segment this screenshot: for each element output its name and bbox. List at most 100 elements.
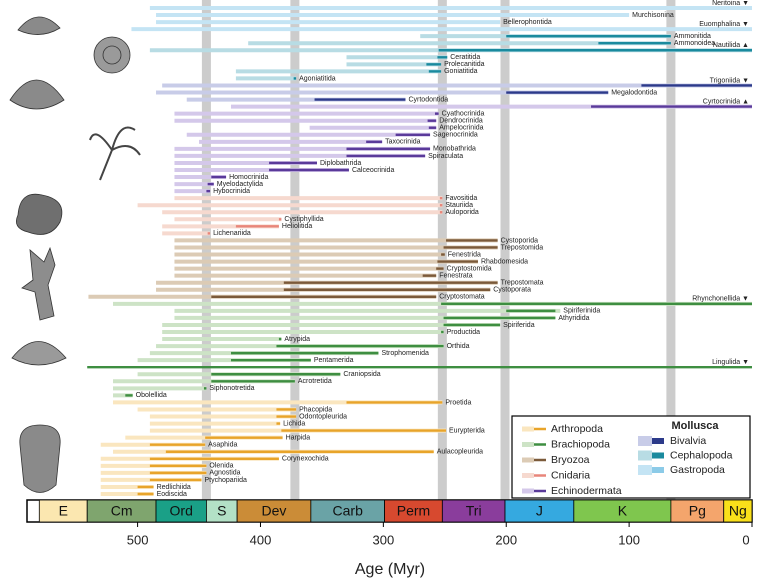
legend-label: Echinodermata: [551, 485, 622, 497]
taxon-label: Goniatitida: [444, 68, 478, 75]
legend-label: Brachiopoda: [551, 438, 610, 450]
period-label: S: [217, 503, 226, 519]
x-tick-label: 300: [373, 532, 395, 547]
taxon-label: Ceratitida: [450, 54, 480, 61]
taxon-label: Redlichiida: [157, 484, 191, 491]
taxon-label: Cryptostomata: [439, 294, 485, 301]
extinction-band: [201, 0, 211, 500]
taxon-label: Cyrtocrinida ▲: [703, 98, 749, 105]
taxon-label: Agnostida: [209, 470, 240, 477]
taxon-label: Sagenocrinida: [433, 132, 478, 139]
legend-label: Cephalopoda: [670, 449, 733, 461]
taxon-label: Agoniatitida: [299, 75, 336, 82]
icon-trilobite: [19, 424, 61, 493]
taxon-label: Ammonoidea: [674, 40, 715, 47]
taxon-label: Auloporida: [445, 209, 479, 216]
period-label: Perm: [397, 503, 430, 519]
taxon-label: Odontopleurida: [299, 413, 347, 420]
extinction-band: [500, 0, 510, 500]
taxon-label: Siphonotretida: [209, 385, 254, 392]
taxon-label: Spiriferinida: [563, 308, 600, 315]
icon-crinoid: [89, 126, 141, 181]
taxon-label: Rhabdomesida: [481, 258, 528, 265]
taxon-label: Pentamerida: [314, 357, 354, 364]
x-tick-label: 100: [618, 532, 640, 547]
taxon-label: Megalodontida: [611, 89, 657, 96]
taxon-label: Homocrinida: [229, 174, 268, 181]
period-box: [723, 499, 753, 523]
taxon-label: Fenestrata: [439, 272, 473, 279]
taxon-label: Orthida: [447, 343, 470, 350]
taxon-label: Harpida: [286, 434, 311, 441]
legend-swatch-light: [638, 436, 652, 446]
taxon-label: Trepostomata: [501, 280, 544, 287]
taxon-label: Atrypida: [284, 336, 310, 343]
icon-coral: [15, 193, 63, 235]
taxon-label: Cyathocrinida: [442, 110, 485, 117]
period-label: Pg: [689, 503, 706, 519]
taxon-label: Euomphalina ▼: [699, 21, 749, 28]
taxon-label: Cystiphyllida: [284, 216, 323, 223]
taxon-label: Hybocrinida: [213, 188, 250, 195]
taxon-label: Spiriferida: [503, 322, 535, 329]
icon-ammonite: [93, 36, 131, 74]
taxon-label: Olenida: [209, 463, 233, 470]
period-label: Tri: [466, 503, 482, 519]
icon-bivalve: [17, 16, 61, 35]
taxon-label: Cryptostomida: [447, 265, 492, 272]
taxon-label: Athyridida: [558, 315, 589, 322]
legend-swatch-light: [638, 465, 652, 475]
taxon-rows: Neritoina ▼ Murchisonina Bellerophontida Eu…: [87, 0, 752, 498]
x-tick-label: 400: [250, 532, 272, 547]
taxon-label: Aulacopleurida: [437, 449, 483, 456]
taxon-label: Cystoporata: [493, 287, 531, 294]
period-label: J: [536, 503, 543, 519]
taxon-label: Asaphida: [208, 442, 237, 449]
taxon-label: Monobathrida: [433, 146, 476, 153]
icon-bryozoan: [21, 246, 56, 321]
taxon-label: Cyrtodontida: [408, 96, 448, 103]
fossil-icons: [9, 16, 141, 493]
taxon-label: Stauriida: [445, 202, 473, 209]
legend-swatch-dark: [652, 438, 664, 444]
taxon-label: Myelodactylida: [217, 181, 263, 188]
taxon-label: Heliolitida: [282, 223, 312, 230]
x-tick-label: 200: [495, 532, 517, 547]
period-label: Dev: [262, 503, 287, 519]
taxon-label: Favositida: [445, 195, 477, 202]
taxon-label: Neritoina ▼: [712, 0, 749, 7]
legend-swatch-dark: [652, 452, 664, 459]
taxon-label: Ampelocrinida: [439, 125, 483, 132]
taxon-label: Diplobathrida: [320, 160, 361, 167]
legend-swatch-light: [638, 450, 652, 461]
taxon-label: Craniopsida: [343, 371, 380, 378]
taxon-label: Corynexochida: [282, 456, 329, 463]
extinction-band: [666, 0, 676, 500]
taxon-label: Phacopida: [299, 406, 332, 413]
taxon-label: Lichenariida: [213, 230, 251, 237]
taxon-label: Eurypterida: [449, 427, 485, 434]
legend-label: Bivalvia: [670, 435, 706, 447]
taxon-label: Dendrocrinida: [439, 118, 483, 125]
legend-label: Arthropoda: [551, 423, 603, 435]
taxon-label: Lichida: [283, 420, 305, 427]
taxon-label: Acrotretida: [298, 378, 332, 385]
icon-brachiopod: [11, 341, 67, 366]
taxon-label: Ammonitida: [674, 33, 711, 40]
taxon-label: Bellerophontida: [503, 19, 552, 26]
x-axis-label: Age (Myr): [355, 561, 425, 578]
taxon-label: Productida: [447, 329, 481, 336]
taxon-label: Eodiscida: [157, 491, 187, 498]
taxon-label: Taxocrinida: [385, 139, 421, 146]
legend-label: Bryozoa: [551, 454, 590, 466]
period-label: Ng: [729, 503, 747, 519]
background-layer: [201, 0, 676, 500]
x-tick-label: 0: [742, 532, 749, 547]
taxon-label: Ptychopariida: [204, 477, 247, 484]
legend-swatch-dark: [652, 467, 664, 473]
taxon-label: Spiraculata: [428, 153, 463, 160]
legend-label: Gastropoda: [670, 464, 725, 476]
period-label: E: [59, 503, 68, 519]
taxon-label: Trepostomida: [501, 244, 544, 251]
taxon-label: Rhynchonellida ▼: [692, 296, 749, 303]
